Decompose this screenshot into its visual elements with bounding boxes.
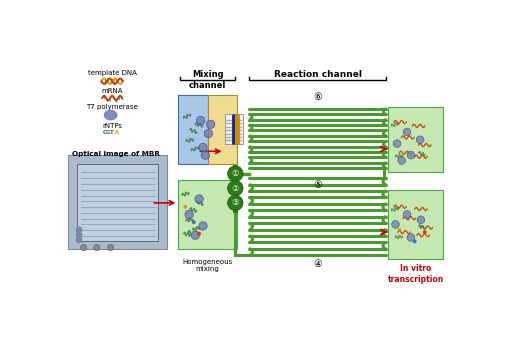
Text: Homogeneous
mixing: Homogeneous mixing xyxy=(182,259,233,272)
Circle shape xyxy=(204,129,213,138)
Circle shape xyxy=(187,230,191,234)
Circle shape xyxy=(201,151,210,159)
Bar xyxy=(77,164,159,241)
Text: template DNA: template DNA xyxy=(88,70,136,76)
Text: ③: ③ xyxy=(232,198,239,208)
Bar xyxy=(178,95,208,164)
Text: ⑥: ⑥ xyxy=(313,92,322,102)
Text: Reaction channel: Reaction channel xyxy=(274,70,362,80)
Circle shape xyxy=(397,228,401,232)
Text: ②: ② xyxy=(232,184,239,193)
Text: ①: ① xyxy=(232,169,239,178)
Text: mRNA: mRNA xyxy=(102,88,123,94)
Text: A: A xyxy=(115,130,120,134)
Circle shape xyxy=(197,232,201,236)
Circle shape xyxy=(199,222,207,230)
Circle shape xyxy=(207,120,215,129)
Circle shape xyxy=(398,157,406,164)
Bar xyxy=(388,190,443,259)
Text: T7 polymerase: T7 polymerase xyxy=(86,104,138,110)
Circle shape xyxy=(192,220,195,224)
Circle shape xyxy=(93,245,100,251)
Text: Optical image of MBR: Optical image of MBR xyxy=(72,151,160,156)
Circle shape xyxy=(199,143,207,152)
Circle shape xyxy=(416,136,424,144)
Circle shape xyxy=(393,140,401,147)
Bar xyxy=(178,180,237,249)
Circle shape xyxy=(407,234,415,241)
Circle shape xyxy=(228,195,243,211)
Circle shape xyxy=(191,231,199,239)
Circle shape xyxy=(423,230,427,234)
Circle shape xyxy=(417,216,425,224)
Circle shape xyxy=(403,211,411,218)
Circle shape xyxy=(185,210,193,218)
Circle shape xyxy=(403,128,411,136)
Circle shape xyxy=(108,245,114,251)
Circle shape xyxy=(76,237,82,243)
Circle shape xyxy=(228,166,243,181)
Circle shape xyxy=(195,195,204,203)
Text: ⑤: ⑤ xyxy=(313,180,322,190)
Text: ④: ④ xyxy=(313,259,322,270)
Text: rNTPs: rNTPs xyxy=(102,123,122,129)
Text: In vitro
transcription: In vitro transcription xyxy=(387,264,443,284)
Text: Mixing
channel: Mixing channel xyxy=(189,70,226,90)
Circle shape xyxy=(413,239,417,243)
Circle shape xyxy=(76,233,82,238)
Circle shape xyxy=(228,180,243,196)
Circle shape xyxy=(183,205,187,209)
Text: C: C xyxy=(103,130,107,134)
Bar xyxy=(225,114,243,144)
Circle shape xyxy=(81,245,87,251)
Circle shape xyxy=(76,227,82,233)
Bar xyxy=(208,95,237,164)
Bar xyxy=(68,155,167,249)
Bar xyxy=(388,107,443,172)
Text: G: G xyxy=(106,130,111,134)
Circle shape xyxy=(196,116,205,125)
Ellipse shape xyxy=(105,110,117,120)
Circle shape xyxy=(392,221,399,228)
Text: T: T xyxy=(110,130,114,134)
Circle shape xyxy=(407,151,415,159)
